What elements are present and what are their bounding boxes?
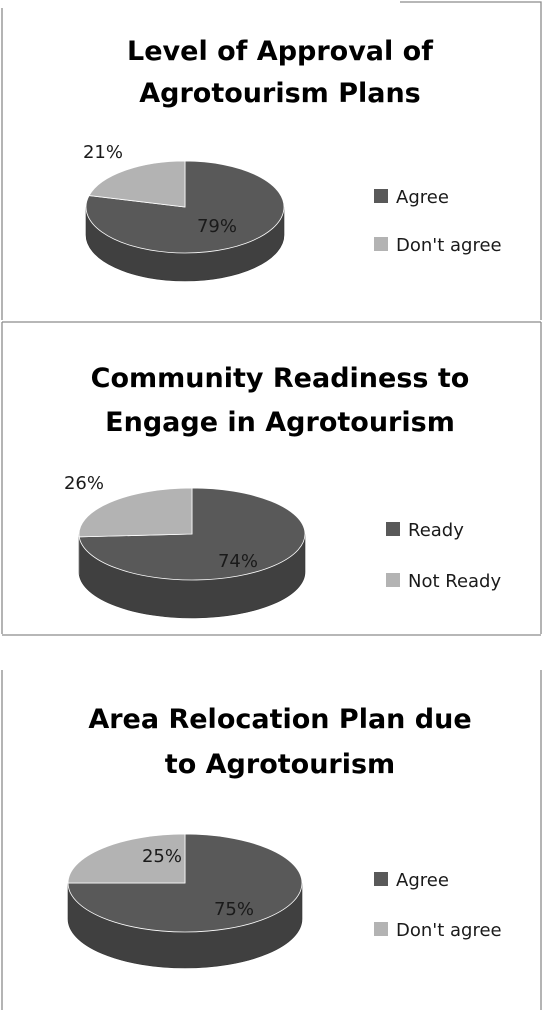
data-label-minor: 26% [64,473,104,494]
legend-swatch-minor [386,573,400,587]
legend-label-major: Ready [408,520,464,541]
chart-readiness: Community Readiness to Engage in Agrotou… [64,363,501,619]
data-label-major: 74% [218,551,258,572]
chart-title-line-2: to Agrotourism [165,749,395,780]
data-label-major: 75% [214,899,254,920]
legend-swatch-minor [374,922,388,936]
pie-slice-1 [67,833,186,884]
legend-swatch-major [374,872,388,886]
legend-label-major: Agree [396,870,449,891]
pie-slice-0 [67,833,303,933]
data-label-major: 79% [197,216,237,237]
legend-swatch-major [386,522,400,536]
data-label-minor: 21% [83,142,123,163]
pie-slice-1 [88,160,186,208]
chart-title-line-1: Community Readiness to [91,363,470,394]
legend-swatch-major [374,189,388,203]
chart-relocation: Area Relocation Plan due to Agrotourism … [67,704,502,969]
legend-label-major: Agree [396,187,449,208]
legend-swatch-minor [374,237,388,251]
chart-title-line-2: Engage in Agrotourism [105,407,455,438]
chart-approval: Level of Approval of Agrotourism Plans 7… [83,36,502,282]
chart-title-line-1: Level of Approval of [127,36,433,67]
pie [67,833,303,969]
panel-1-border [400,1,542,320]
legend-label-minor: Not Ready [408,571,501,592]
pie [85,160,285,282]
pie-slice-1 [78,487,193,538]
pie [78,487,306,619]
data-label-minor: 25% [142,846,182,867]
legend-label-minor: Don't agree [396,235,502,256]
legend-label-minor: Don't agree [396,920,502,941]
chart-title-line-2: Agrotourism Plans [139,78,421,109]
chart-title-line-1: Area Relocation Plan due [88,704,471,735]
